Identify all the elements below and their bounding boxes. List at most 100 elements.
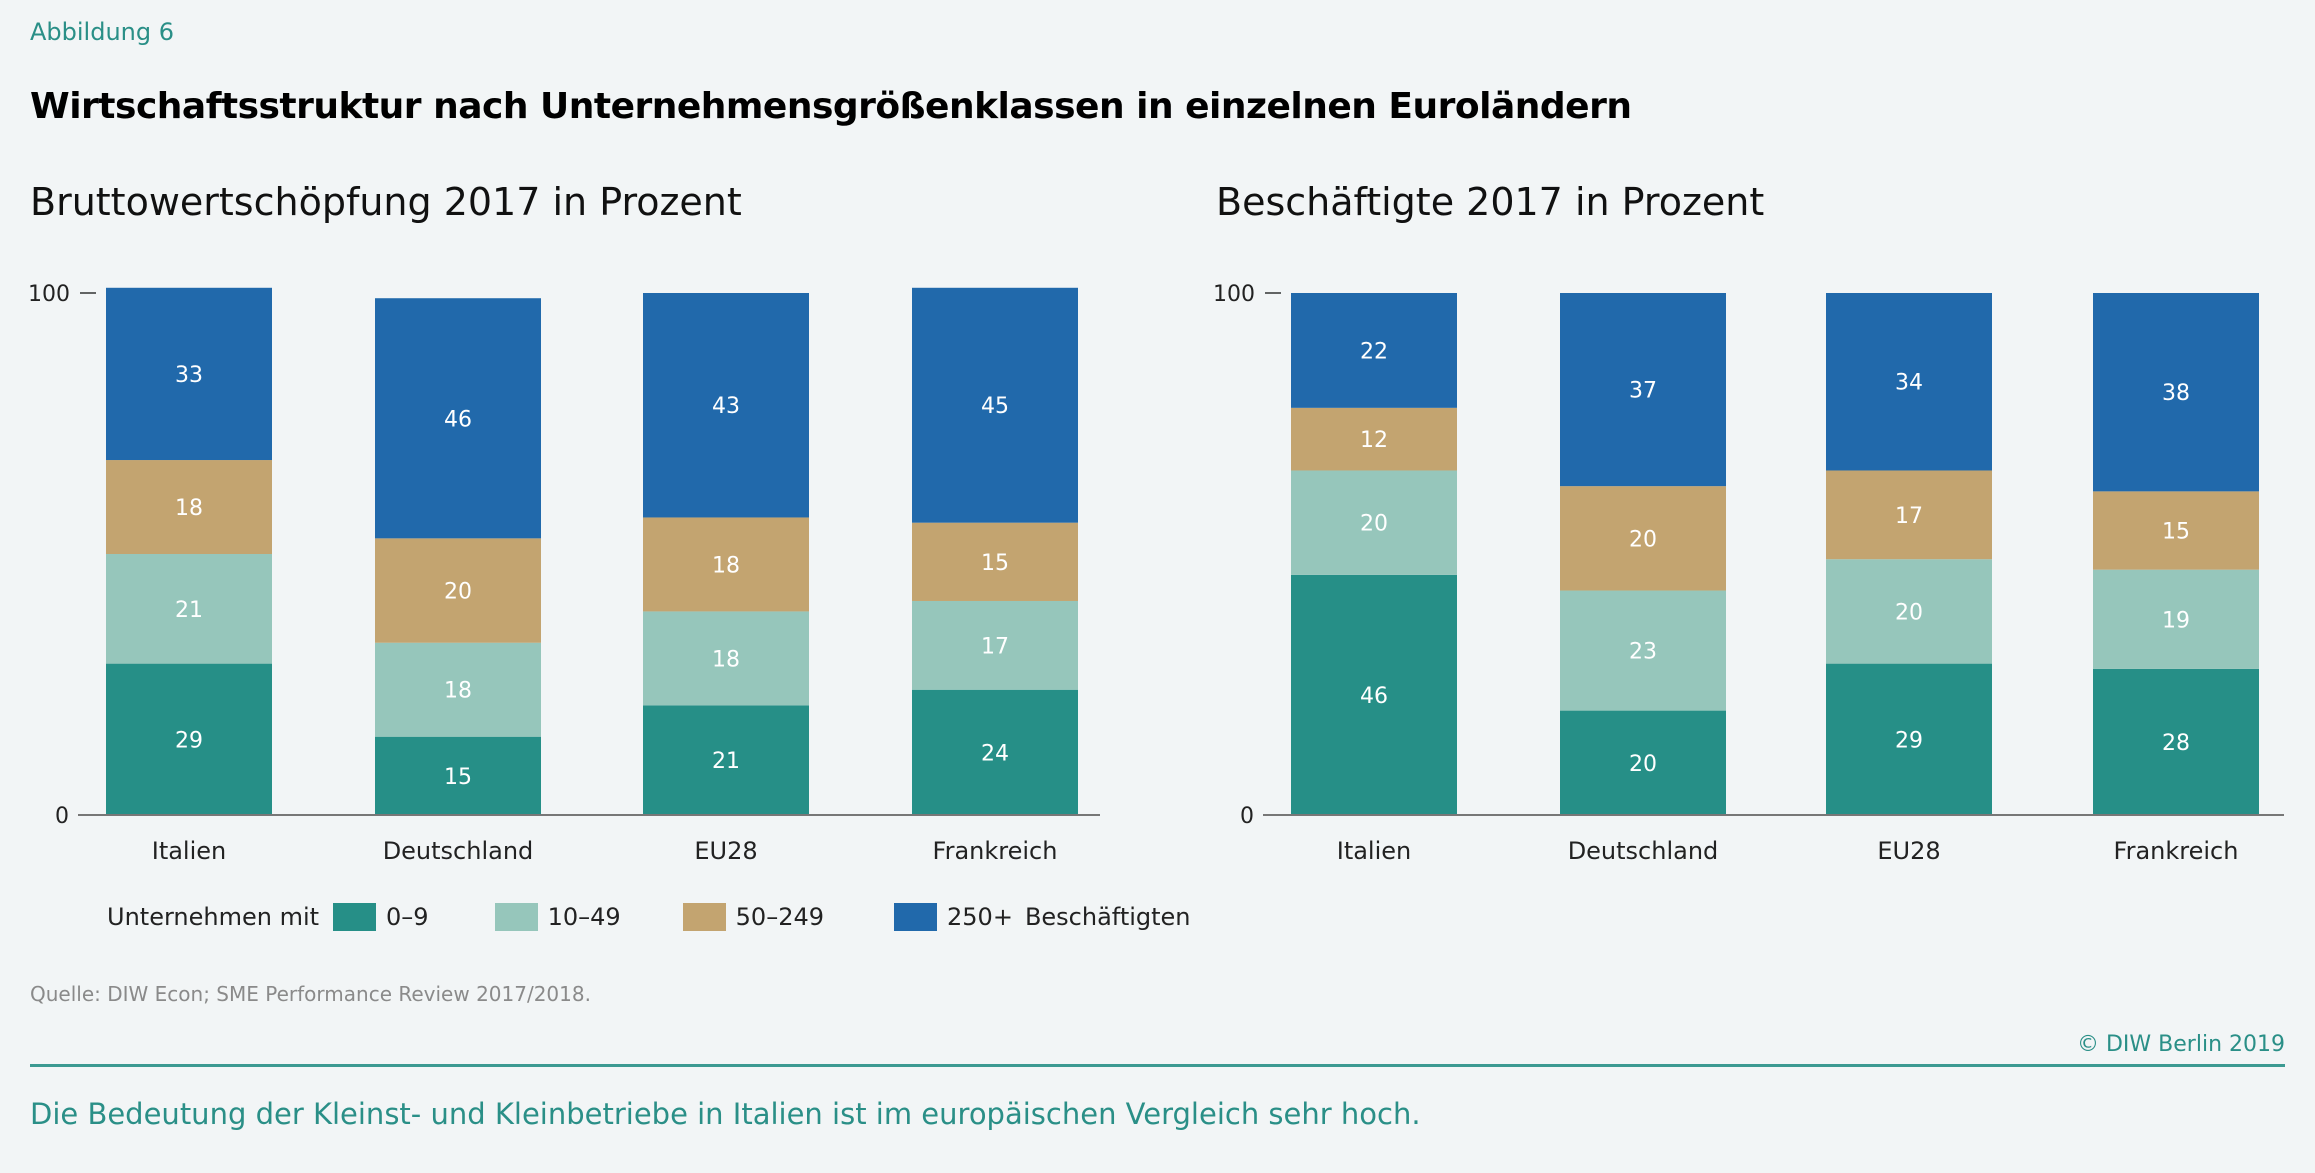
bar-left-eu28-250plus [643, 293, 809, 518]
divider [30, 1064, 2285, 1067]
value-label-right-eu28-250plus: 34 [1895, 371, 1923, 396]
value-label-left-frankreich-10-49: 17 [981, 634, 1009, 659]
bar-right-italien-10-49 [1291, 470, 1457, 575]
value-label-right-frankreich-50-249: 15 [2162, 520, 2190, 545]
value-label-right-italien-10-49: 20 [1360, 512, 1388, 537]
category-label-right-italien: Italien [1337, 837, 1412, 865]
bar-left-italien-250plus [106, 287, 272, 461]
bar-right-deutschland-50-249 [1560, 486, 1726, 591]
value-label-right-eu28-0-9: 29 [1895, 728, 1923, 753]
value-label-right-frankreich-0-9: 28 [2162, 731, 2190, 756]
y-tick-label-left-100: 100 [28, 282, 70, 307]
value-label-left-italien-0-9: 29 [175, 728, 203, 753]
bar-left-eu28-0-9 [643, 705, 809, 815]
bar-right-frankreich-250plus [2093, 293, 2259, 492]
category-label-left-italien: Italien [152, 837, 227, 865]
value-label-left-italien-250plus: 33 [175, 363, 203, 388]
bar-right-eu28-50-249 [1826, 470, 1992, 560]
category-label-left-deutschland: Deutschland [383, 837, 534, 865]
bar-left-italien-50-249 [106, 460, 272, 554]
category-label-right-deutschland: Deutschland [1568, 837, 1719, 865]
value-label-left-deutschland-50-249: 20 [444, 580, 472, 605]
legend-item-50-249: 50–249 [682, 903, 825, 931]
bar-left-eu28-10-49 [643, 611, 809, 706]
value-label-left-eu28-0-9: 21 [712, 749, 740, 774]
legend-item-0-9: 0–9 [333, 903, 429, 931]
category-label-left-frankreich: Frankreich [933, 837, 1058, 865]
chart-title-beschaeftigte: Beschäftigte 2017 in Prozent [1216, 180, 1765, 224]
bar-right-frankreich-10-49 [2093, 569, 2259, 669]
bar-left-frankreich-50-249 [912, 522, 1078, 601]
value-label-right-eu28-50-249: 17 [1895, 504, 1923, 529]
value-label-left-eu28-10-49: 18 [712, 647, 740, 672]
category-label-left-eu28: EU28 [694, 837, 757, 865]
bar-left-deutschland-50-249 [375, 538, 541, 643]
caption: Die Bedeutung der Kleinst- und Kleinbetr… [30, 1097, 1421, 1131]
bar-left-deutschland-10-49 [375, 642, 541, 737]
category-label-right-eu28: EU28 [1877, 837, 1940, 865]
value-label-left-eu28-250plus: 43 [712, 394, 740, 419]
bar-left-frankreich-10-49 [912, 600, 1078, 690]
value-label-right-frankreich-250plus: 38 [2162, 381, 2190, 406]
bar-left-italien-0-9 [106, 663, 272, 815]
legend-swatch-50-249 [682, 903, 726, 931]
category-label-right-frankreich: Frankreich [2114, 837, 2239, 865]
copyright: © DIW Berlin 2019 [2077, 1032, 2285, 1057]
bar-right-eu28-0-9 [1826, 663, 1992, 815]
value-label-left-frankreich-0-9: 24 [981, 741, 1009, 766]
bar-left-deutschland-0-9 [375, 736, 541, 815]
bar-left-deutschland-250plus [375, 298, 541, 539]
bar-left-italien-10-49 [106, 554, 272, 664]
legend-swatch-250plus [894, 903, 938, 931]
legend-item-10-49: 10–49 [494, 903, 621, 931]
bar-right-deutschland-10-49 [1560, 590, 1726, 711]
y-tick-label-right-100: 100 [1213, 282, 1255, 307]
value-label-left-italien-50-249: 18 [175, 496, 203, 521]
y-tick-label-left-0: 0 [55, 804, 69, 829]
legend-swatch-0-9 [333, 903, 377, 931]
bar-left-eu28-50-249 [643, 517, 809, 612]
legend-swatch-10-49 [494, 903, 538, 931]
legend-prefix: Unternehmen mit [107, 903, 320, 931]
figure-title: Wirtschaftsstruktur nach Unternehmensgrö… [30, 86, 1632, 127]
value-label-left-deutschland-0-9: 15 [444, 765, 472, 790]
legend-label-0-9: 0–9 [386, 903, 429, 931]
value-label-right-italien-50-249: 12 [1360, 428, 1388, 453]
figure-label: Abbildung 6 [30, 18, 175, 46]
bar-right-frankreich-0-9 [2093, 668, 2259, 815]
value-label-left-deutschland-10-49: 18 [444, 679, 472, 704]
value-label-right-italien-0-9: 46 [1360, 684, 1388, 709]
bar-right-eu28-250plus [1826, 293, 1992, 471]
bar-left-frankreich-0-9 [912, 689, 1078, 815]
legend-label-50-249: 50–249 [735, 903, 825, 931]
value-label-right-deutschland-50-249: 20 [1629, 527, 1657, 552]
source-note: Quelle: DIW Econ; SME Performance Review… [30, 982, 591, 1006]
value-label-left-eu28-50-249: 18 [712, 553, 740, 578]
legend: Unternehmen mit 0–9 10–49 50–249 250+ Be… [107, 900, 1191, 934]
value-label-left-frankreich-50-249: 15 [981, 551, 1009, 576]
y-tick-label-right-0: 0 [1240, 804, 1254, 829]
bar-right-italien-250plus [1291, 293, 1457, 408]
bar-left-frankreich-250plus [912, 287, 1078, 523]
value-label-right-frankreich-10-49: 19 [2162, 608, 2190, 633]
chart-title-bruttowertschoepfung: Bruttowertschöpfung 2017 in Prozent [30, 180, 742, 224]
value-label-right-deutschland-0-9: 20 [1629, 752, 1657, 777]
legend-label-250plus: 250+ [947, 903, 1013, 931]
value-label-right-eu28-10-49: 20 [1895, 600, 1923, 625]
bar-right-frankreich-50-249 [2093, 491, 2259, 570]
bar-right-italien-0-9 [1291, 574, 1457, 815]
value-label-left-frankreich-250plus: 45 [981, 394, 1009, 419]
value-label-left-italien-10-49: 21 [175, 598, 203, 623]
value-label-right-italien-250plus: 22 [1360, 339, 1388, 364]
legend-suffix: Beschäftigten [1024, 903, 1191, 931]
value-label-right-deutschland-250plus: 37 [1629, 379, 1657, 404]
bar-right-deutschland-250plus [1560, 293, 1726, 487]
legend-item-250plus: 250+ Beschäftigten [894, 903, 1191, 931]
value-label-right-deutschland-10-49: 23 [1629, 640, 1657, 665]
legend-label-10-49: 10–49 [547, 903, 621, 931]
bar-right-eu28-10-49 [1826, 559, 1992, 664]
bar-right-deutschland-0-9 [1560, 710, 1726, 815]
bar-right-italien-50-249 [1291, 407, 1457, 471]
value-label-left-deutschland-250plus: 46 [444, 407, 472, 432]
